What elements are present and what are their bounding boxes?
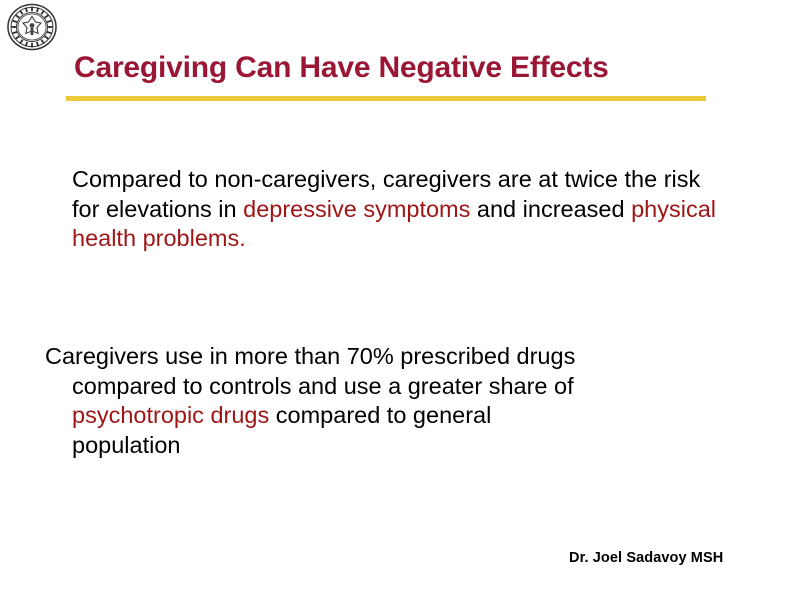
body-paragraph-two: Caregivers use in more than 70% prescrib… bbox=[45, 342, 760, 460]
para-two-line-three: psychotropic drugs compared to general bbox=[45, 401, 760, 431]
para-two-segment-plain: compared to general bbox=[269, 402, 492, 429]
para-one-segment-plain-3: and increased bbox=[470, 195, 632, 222]
para-one-segment-plain-1: Compared to non-caregivers, caregivers a… bbox=[72, 166, 558, 192]
para-one-highlight-symptoms: symptoms bbox=[363, 195, 471, 222]
para-one-highlight-problems: problems. bbox=[142, 225, 246, 252]
presenter-credit: Dr. Joel Sadavoy MSH bbox=[569, 550, 724, 566]
institutional-seal-logo bbox=[6, 3, 58, 51]
slide-title: Caregiving Can Have Negative Effects bbox=[74, 51, 609, 84]
para-two-line-two: compared to controls and use a greater s… bbox=[72, 372, 574, 399]
title-underline-rule bbox=[66, 96, 706, 101]
body-paragraph-one: Compared to non-caregivers, caregivers a… bbox=[72, 165, 732, 254]
para-one-highlight-physical-health: physical health bbox=[72, 195, 716, 252]
para-one-segment-plain-2: twice the risk for elevations in bbox=[72, 166, 701, 222]
para-two-highlight-psychotropic-drugs: psychotropic drugs bbox=[72, 402, 270, 429]
para-two-line-one: Caregivers use in more than 70% prescrib… bbox=[45, 343, 576, 369]
para-two-line-four: population bbox=[72, 431, 181, 458]
para-one-highlight-depressive: depressive bbox=[243, 195, 357, 222]
